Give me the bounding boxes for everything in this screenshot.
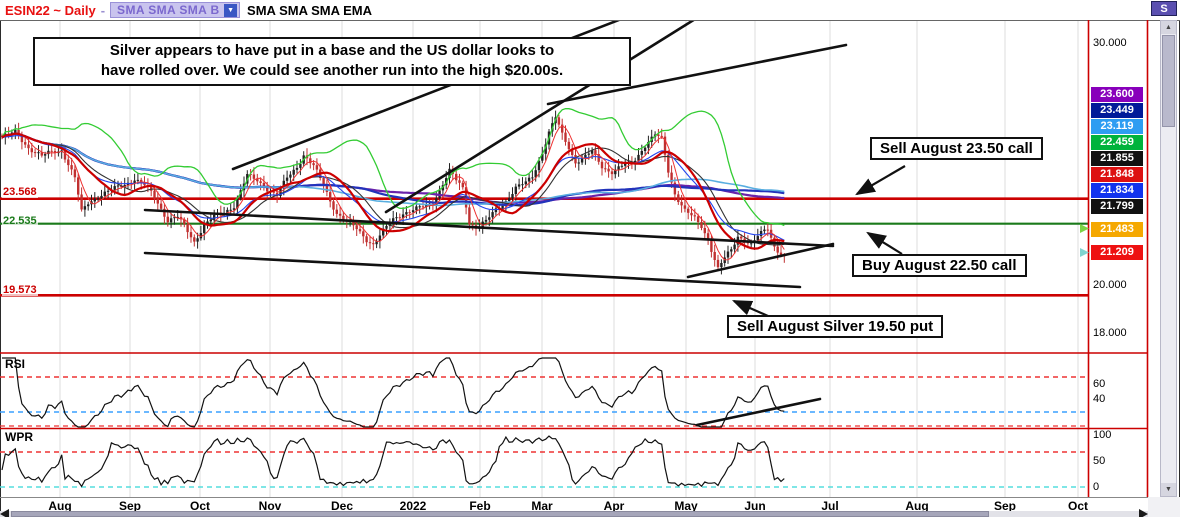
symbol-label[interactable]: ESIN22 ~ Daily (5, 2, 96, 18)
x-axis-label: Aug (48, 499, 72, 513)
price-tag: 21.834 (1091, 183, 1143, 198)
x-axis-label: Dec (330, 499, 353, 513)
x-axis-label: Sep (118, 499, 141, 513)
panel-borders (0, 20, 1180, 498)
trend-lines[interactable] (143, 0, 848, 427)
price-tag: 21.799 (1091, 199, 1143, 214)
x-axis-label: Mar (531, 499, 553, 513)
rsi-label: RSI (5, 357, 26, 371)
rsi-tick-40: 40 (1093, 393, 1106, 405)
x-axis-label: Jul (821, 499, 839, 513)
oscillator-plots (0, 357, 1088, 488)
scroll-down-icon[interactable]: ▼ (1161, 483, 1176, 496)
price-tag: 22.459 (1091, 135, 1143, 150)
y-axis-tick-20: 20.000 (1093, 279, 1127, 291)
x-axis-label: 2022 (399, 499, 427, 513)
price-tag: 21.855 (1091, 151, 1143, 166)
indicator-label: SMA SMA SMA EMA (247, 2, 372, 18)
indicator-dropdown-value: SMA SMA SMA B (117, 3, 220, 17)
trade-note-sell-put[interactable]: Sell August Silver 19.50 put (727, 315, 944, 338)
corner-s-button[interactable]: S (1151, 1, 1177, 16)
note-line-1: Silver appears to have put in a base and… (109, 42, 555, 59)
price-level-label-23568: 23.568 (2, 186, 38, 198)
wpr-tick-100: 100 (1093, 429, 1112, 441)
x-axis-label: Feb (469, 499, 491, 513)
toolbar: ESIN22 ~ Daily - SMA SMA SMA B ▼ SMA SMA… (0, 0, 1180, 20)
price-tag: 23.119 (1091, 119, 1143, 134)
scroll-right-icon[interactable] (1139, 509, 1148, 517)
trade-note-buy-call[interactable]: Buy August 22.50 call (852, 254, 1027, 277)
wpr-label: WPR (5, 430, 33, 444)
x-axis-label: Oct (1067, 499, 1088, 513)
price-tag: 23.449 (1091, 103, 1143, 118)
note-line-2: have rolled over. We could see another r… (100, 62, 564, 80)
annotation-arrows (731, 165, 906, 318)
horizontal-scrollbar[interactable] (0, 509, 1148, 517)
y-axis-tick-30: 30.000 (1093, 37, 1127, 49)
toolbar-separator: - (100, 2, 106, 18)
vertical-scrollbar[interactable]: ▲ ▼ (1160, 20, 1177, 497)
x-axis-label: Aug (905, 499, 929, 513)
wpr-tick-50: 50 (1093, 455, 1106, 467)
scrollbar-corner (1148, 497, 1180, 517)
trade-note-sell-call[interactable]: Sell August 23.50 call (870, 137, 1043, 160)
x-axis-label: Apr (603, 499, 625, 513)
scroll-up-icon[interactable]: ▲ (1161, 21, 1176, 34)
chevron-down-icon[interactable]: ▼ (224, 3, 238, 17)
x-axis-label: Nov (258, 499, 282, 513)
y-axis-tick-18: 18.000 (1093, 327, 1127, 339)
price-tag: 21.483 (1091, 222, 1143, 237)
price-level-label-19573: 19.573 (2, 284, 38, 296)
price-tag: 23.600 (1091, 87, 1143, 102)
x-axis-label: Oct (189, 499, 210, 513)
x-axis-label: Jun (744, 499, 766, 513)
scroll-left-icon[interactable] (0, 509, 9, 517)
price-tag: 21.848 (1091, 167, 1143, 182)
price-level-label-22535: 22.535 (2, 215, 38, 227)
x-axis-label: May (674, 499, 698, 513)
vertical-scroll-thumb[interactable] (1162, 35, 1175, 127)
tag-markers (1080, 224, 1089, 257)
price-tag: 21.209 (1091, 245, 1143, 260)
x-axis-label: Sep (993, 499, 1016, 513)
analysis-note[interactable]: Silver appears to have put in a base and… (33, 37, 631, 86)
indicator-dropdown[interactable]: SMA SMA SMA B ▼ (110, 2, 241, 18)
rsi-tick-60: 60 (1093, 378, 1106, 390)
horizontal-scroll-thumb[interactable] (11, 511, 989, 517)
wpr-tick-0: 0 (1093, 481, 1100, 493)
